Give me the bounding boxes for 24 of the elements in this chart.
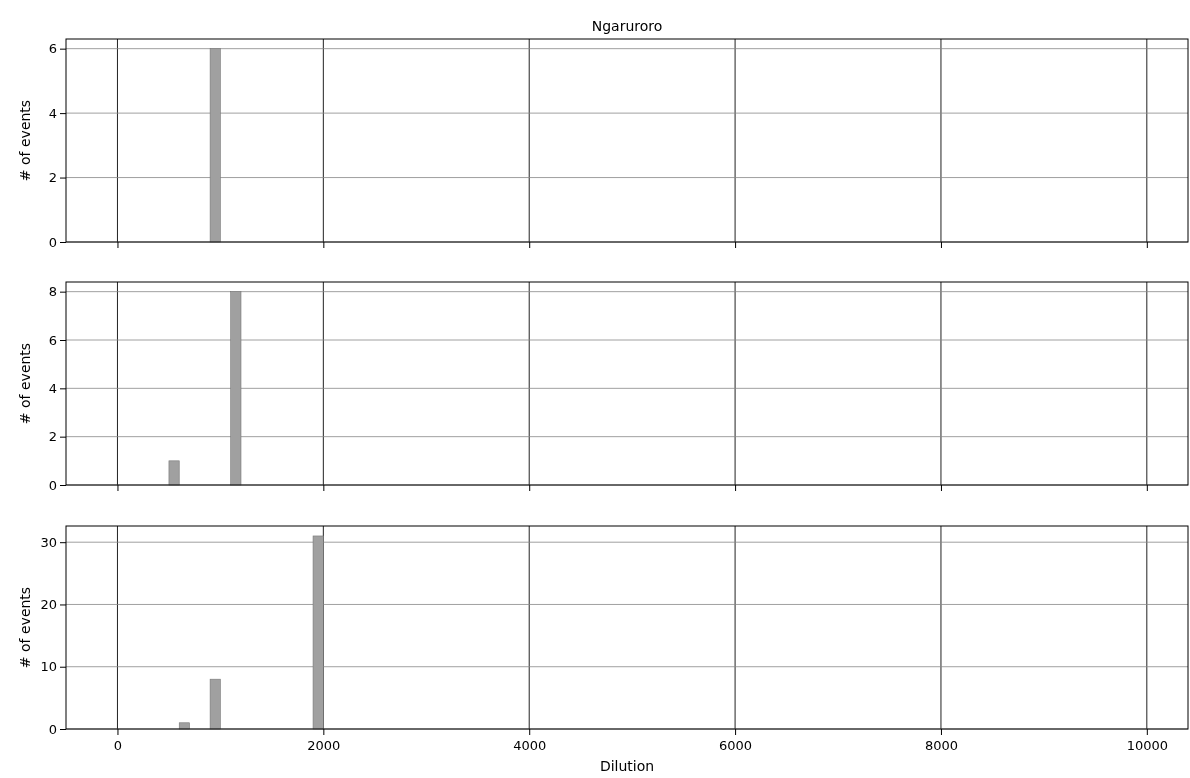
y-tick-label: 8 [48, 284, 57, 300]
y-tick-label: 30 [40, 534, 57, 550]
y-tick-label: 10 [40, 659, 57, 675]
y-tick-label: 0 [48, 721, 57, 737]
y-tick-label: 0 [48, 234, 57, 250]
x-tick-label: 4000 [513, 737, 547, 753]
chart-title: Ngaruroro [591, 18, 663, 34]
x-tick-label: 8000 [924, 737, 958, 753]
y-tick-label: 6 [48, 41, 57, 57]
x-tick-label: 2000 [307, 737, 341, 753]
y-tick-label: 2 [48, 429, 57, 445]
x-tick-label: 0 [113, 737, 123, 753]
x-tick-label: 10000 [1126, 737, 1169, 753]
x-tick-label: 6000 [719, 737, 753, 753]
y-tick-label: 2 [48, 170, 57, 186]
x-axis-title: Dilution [599, 758, 655, 774]
y-tick-label: 4 [48, 105, 57, 121]
y-tick-label: 0 [48, 477, 57, 493]
y-axis-title: # of events [17, 342, 33, 425]
y-tick-label: 4 [48, 380, 57, 396]
y-tick-label: 6 [48, 332, 57, 348]
y-tick-label: 20 [40, 597, 57, 613]
y-axis-title: # of events [17, 586, 33, 669]
y-axis-title: # of events [17, 99, 33, 182]
